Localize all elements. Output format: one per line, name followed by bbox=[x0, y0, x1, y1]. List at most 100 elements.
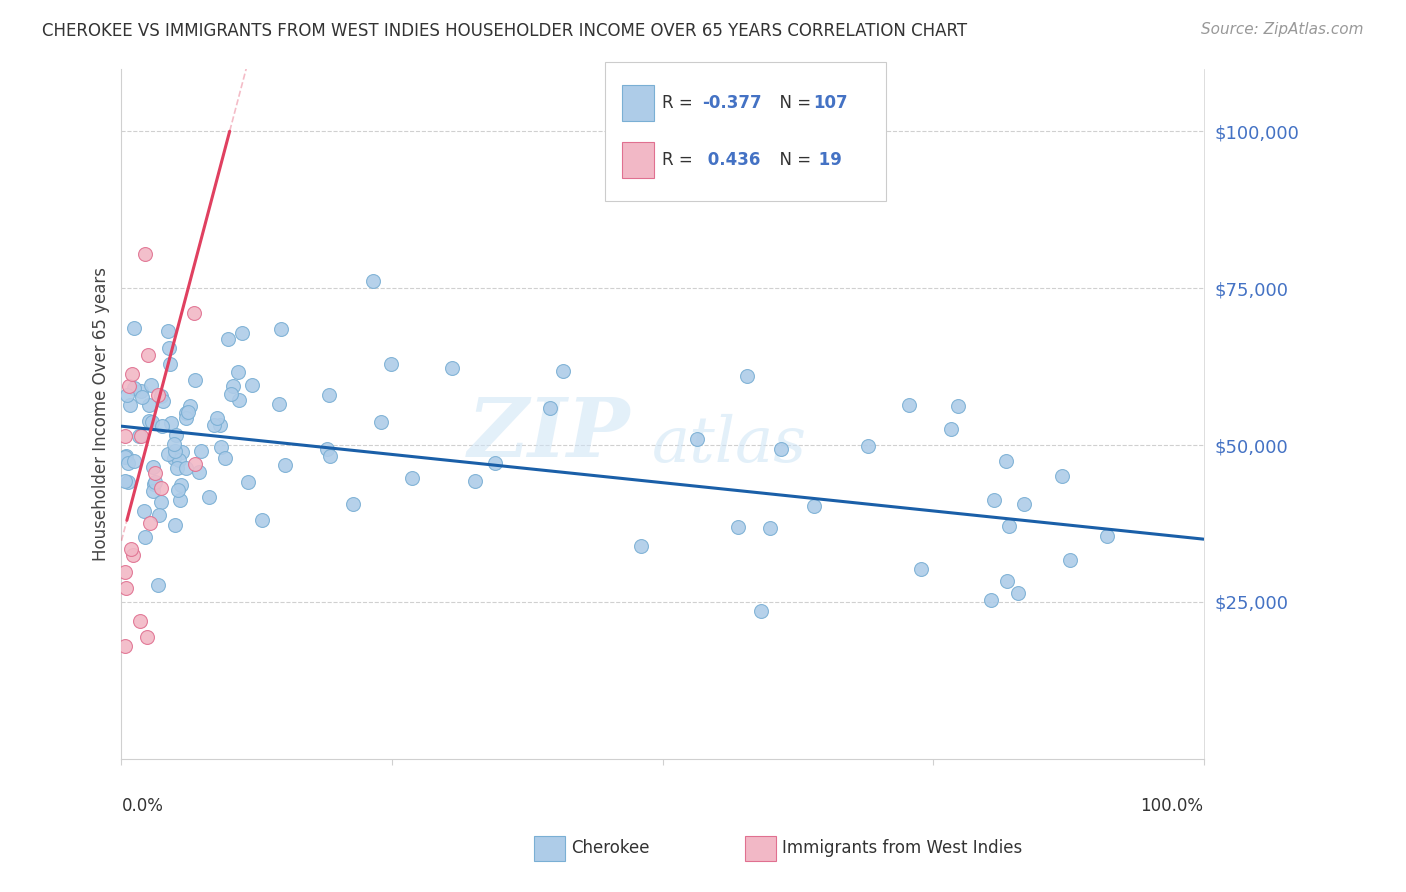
Point bbox=[209, 440, 232, 454]
Text: R =: R = bbox=[662, 151, 699, 169]
Point bbox=[162, 450, 184, 465]
Text: R =: R = bbox=[662, 95, 699, 112]
Point bbox=[380, 357, 402, 371]
Text: Immigrants from West Indies: Immigrants from West Indies bbox=[782, 839, 1022, 857]
Point bbox=[120, 541, 142, 556]
Point bbox=[183, 306, 205, 320]
Point bbox=[197, 490, 219, 504]
Point bbox=[166, 461, 188, 475]
Text: 19: 19 bbox=[813, 151, 842, 169]
Point bbox=[174, 460, 197, 475]
Point bbox=[217, 332, 239, 346]
Point bbox=[152, 393, 174, 408]
Point bbox=[401, 471, 423, 485]
Point bbox=[242, 377, 264, 392]
Point bbox=[146, 388, 169, 402]
Point bbox=[1007, 586, 1029, 600]
Point bbox=[114, 475, 136, 489]
Point bbox=[150, 495, 173, 509]
Text: N =: N = bbox=[769, 95, 817, 112]
Point bbox=[114, 566, 136, 580]
Point bbox=[136, 348, 159, 362]
Point bbox=[139, 516, 162, 530]
Point bbox=[898, 398, 921, 412]
Point bbox=[274, 458, 297, 472]
Point bbox=[939, 422, 962, 436]
Point bbox=[150, 481, 173, 495]
Point bbox=[170, 445, 193, 459]
Point bbox=[142, 459, 165, 474]
Point bbox=[139, 377, 162, 392]
Point bbox=[464, 474, 486, 488]
Point bbox=[134, 247, 156, 261]
Point bbox=[117, 475, 139, 489]
Point bbox=[370, 416, 392, 430]
Point bbox=[145, 467, 167, 481]
Point bbox=[165, 427, 187, 442]
Text: Cherokee: Cherokee bbox=[571, 839, 650, 857]
Point bbox=[160, 416, 183, 430]
Point bbox=[214, 450, 236, 465]
Point bbox=[163, 436, 186, 450]
Point bbox=[157, 341, 180, 355]
Point bbox=[995, 574, 1018, 589]
Point bbox=[749, 604, 772, 618]
Point bbox=[228, 365, 250, 379]
Point bbox=[318, 449, 340, 463]
Point bbox=[156, 447, 179, 461]
Point bbox=[188, 465, 211, 479]
Point bbox=[167, 453, 190, 467]
Text: atlas: atlas bbox=[652, 414, 807, 475]
Text: 0.0%: 0.0% bbox=[121, 797, 163, 814]
Point bbox=[174, 406, 197, 420]
Point bbox=[318, 388, 340, 402]
Point bbox=[205, 410, 228, 425]
Point bbox=[1095, 529, 1118, 543]
Point bbox=[159, 357, 181, 371]
Point bbox=[145, 475, 167, 489]
Y-axis label: Householder Income Over 65 years: Householder Income Over 65 years bbox=[93, 267, 110, 561]
Point bbox=[114, 429, 136, 443]
Point bbox=[163, 517, 186, 532]
Point bbox=[121, 548, 143, 562]
Point bbox=[129, 384, 152, 399]
Point bbox=[169, 493, 191, 508]
Point bbox=[231, 326, 253, 340]
Point bbox=[143, 477, 166, 491]
Point bbox=[440, 360, 463, 375]
Point bbox=[128, 429, 150, 443]
Point bbox=[184, 457, 207, 471]
Point bbox=[150, 418, 173, 433]
Text: CHEROKEE VS IMMIGRANTS FROM WEST INDIES HOUSEHOLDER INCOME OVER 65 YEARS CORRELA: CHEROKEE VS IMMIGRANTS FROM WEST INDIES … bbox=[42, 22, 967, 40]
Point bbox=[165, 444, 187, 458]
Point bbox=[122, 381, 145, 395]
Text: N =: N = bbox=[769, 151, 817, 169]
Point bbox=[551, 364, 574, 378]
Point bbox=[769, 442, 792, 456]
Point bbox=[735, 369, 758, 384]
Text: Source: ZipAtlas.com: Source: ZipAtlas.com bbox=[1201, 22, 1364, 37]
Point bbox=[149, 388, 172, 402]
Point bbox=[132, 503, 155, 517]
Point bbox=[208, 417, 231, 432]
Point bbox=[856, 439, 879, 453]
Point bbox=[998, 519, 1021, 533]
Point bbox=[166, 483, 188, 498]
Point bbox=[221, 387, 243, 401]
Point bbox=[484, 456, 506, 470]
Text: 100.0%: 100.0% bbox=[1140, 797, 1204, 814]
Point bbox=[134, 530, 156, 544]
Point bbox=[267, 397, 290, 411]
Point bbox=[995, 454, 1018, 468]
Point bbox=[538, 401, 561, 415]
Point bbox=[118, 378, 141, 392]
Point bbox=[342, 497, 364, 511]
Point bbox=[361, 274, 384, 288]
Point bbox=[727, 520, 749, 534]
Point bbox=[118, 398, 141, 412]
Point bbox=[129, 429, 152, 443]
Point bbox=[136, 630, 159, 644]
Point bbox=[1050, 469, 1073, 483]
Point bbox=[202, 418, 225, 433]
Point bbox=[238, 475, 260, 490]
